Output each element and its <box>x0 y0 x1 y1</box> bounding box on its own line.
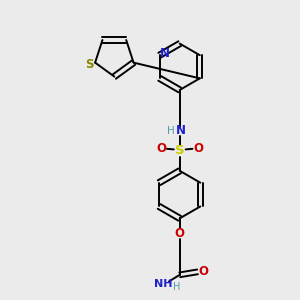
Text: O: O <box>175 227 185 240</box>
Text: H: H <box>167 126 175 136</box>
Text: N: N <box>160 47 170 60</box>
Text: O: O <box>193 142 203 155</box>
Text: O: O <box>198 266 208 278</box>
Text: H: H <box>173 282 180 292</box>
Text: N: N <box>176 124 186 137</box>
Text: S: S <box>175 143 184 157</box>
Text: NH: NH <box>154 279 172 289</box>
Text: S: S <box>85 58 93 71</box>
Text: O: O <box>156 142 166 155</box>
